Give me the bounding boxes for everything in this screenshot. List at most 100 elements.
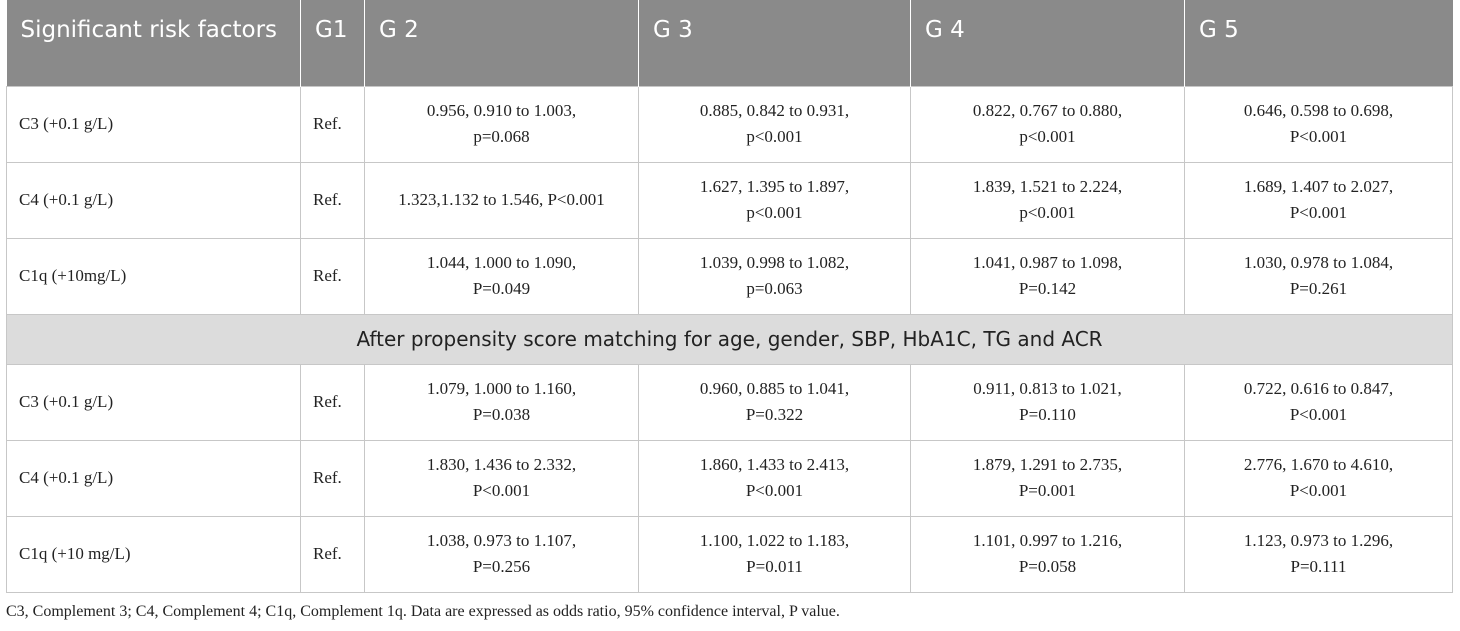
g4-cell: 0.822, 0.767 to 0.880, p<0.001 bbox=[910, 85, 1185, 163]
g1-cell: Ref. bbox=[300, 237, 365, 315]
g4-cell: 1.041, 0.987 to 1.098, P=0.142 bbox=[910, 237, 1185, 315]
g3-cell-line: P=0.011 bbox=[746, 557, 803, 576]
g2-cell-line: p=0.068 bbox=[473, 127, 530, 146]
g5-cell-line: 1.689, 1.407 to 2.027, bbox=[1243, 177, 1394, 196]
g5-cell: 0.646, 0.598 to 0.698, P<0.001 bbox=[1184, 85, 1453, 163]
table-row: C3 (+0.1 g/L) Ref. 0.956, 0.910 to 1.003, p… bbox=[6, 85, 1453, 163]
g3-cell-line: 1.627, 1.395 to 1.897, bbox=[699, 177, 850, 196]
g2-cell: 1.830, 1.436 to 2.332, P<0.001 bbox=[364, 439, 639, 517]
g3-cell: 0.885, 0.842 to 0.931, p<0.001 bbox=[638, 85, 911, 163]
table-row: C3 (+0.1 g/L) Ref. 1.079, 1.000 to 1.160, P… bbox=[6, 363, 1453, 441]
g5-cell: 1.689, 1.407 to 2.027, P<0.001 bbox=[1184, 161, 1453, 239]
g3-cell-line: p=0.063 bbox=[746, 279, 803, 298]
g3-cell: 1.100, 1.022 to 1.183, P=0.011 bbox=[638, 515, 911, 593]
table-container: Significant risk factors G1 G 2 G 3 G 4 … bbox=[6, 0, 1453, 593]
g5-cell-line: P=0.111 bbox=[1290, 557, 1347, 576]
header-g3: G 3 bbox=[638, 0, 911, 86]
g4-cell-line: p<0.001 bbox=[1019, 127, 1076, 146]
g4-cell: 1.879, 1.291 to 2.735, P=0.001 bbox=[910, 439, 1185, 517]
section-label: After propensity score matching for age,… bbox=[6, 313, 1453, 365]
g4-cell: 0.911, 0.813 to 1.021, P=0.110 bbox=[910, 363, 1185, 441]
g2-cell: 1.044, 1.000 to 1.090, P=0.049 bbox=[364, 237, 639, 315]
table-row: C4 (+0.1 g/L) Ref. 1.323,1.132 to 1.546, P… bbox=[6, 161, 1453, 239]
header-g2: G 2 bbox=[364, 0, 639, 86]
table-body: C3 (+0.1 g/L) Ref. 0.956, 0.910 to 1.003, p… bbox=[6, 85, 1453, 593]
g5-cell-line: 2.776, 1.670 to 4.610, bbox=[1243, 455, 1394, 474]
g3-cell-line: 1.100, 1.022 to 1.183, bbox=[699, 531, 850, 550]
g3-cell: 1.860, 1.433 to 2.413, P<0.001 bbox=[638, 439, 911, 517]
g2-cell-line: 1.038, 0.973 to 1.107, bbox=[426, 531, 577, 550]
g3-cell-line: P<0.001 bbox=[745, 481, 804, 500]
g5-cell-line: 0.722, 0.616 to 0.847, bbox=[1243, 379, 1394, 398]
g2-cell-line: 1.044, 1.000 to 1.090, bbox=[426, 253, 577, 272]
g4-cell-line: P=0.058 bbox=[1018, 557, 1077, 576]
g5-cell: 0.722, 0.616 to 0.847, P<0.001 bbox=[1184, 363, 1453, 441]
g3-cell-line: 0.960, 0.885 to 1.041, bbox=[699, 379, 850, 398]
g3-cell: 0.960, 0.885 to 1.041, P=0.322 bbox=[638, 363, 911, 441]
g5-cell: 1.030, 0.978 to 1.084, P=0.261 bbox=[1184, 237, 1453, 315]
g3-cell-line: P=0.322 bbox=[745, 405, 804, 424]
g4-cell-line: 1.101, 0.997 to 1.216, bbox=[972, 531, 1123, 550]
table-footnote: C3, Complement 3; C4, Complement 4; C1q,… bbox=[6, 603, 840, 620]
risk-factor-cell: C1q (+10 mg/L) bbox=[6, 515, 301, 593]
g5-cell-line: 0.646, 0.598 to 0.698, bbox=[1243, 101, 1394, 120]
g2-cell-line: 1.079, 1.000 to 1.160, bbox=[426, 379, 577, 398]
g4-cell-line: 1.879, 1.291 to 2.735, bbox=[972, 455, 1123, 474]
g1-cell: Ref. bbox=[300, 439, 365, 517]
g1-cell: Ref. bbox=[300, 161, 365, 239]
g2-cell: 0.956, 0.910 to 1.003, p=0.068 bbox=[364, 85, 639, 163]
g5-cell-line: P<0.001 bbox=[1289, 481, 1348, 500]
g2-cell-line: 1.323,1.132 to 1.546, P<0.001 bbox=[398, 190, 605, 209]
g3-cell-line: 0.885, 0.842 to 0.931, bbox=[699, 101, 850, 120]
risk-factor-cell: C1q (+10mg/L) bbox=[6, 237, 301, 315]
g2-cell: 1.079, 1.000 to 1.160, P=0.038 bbox=[364, 363, 639, 441]
g1-cell: Ref. bbox=[300, 515, 365, 593]
g2-cell: 1.323,1.132 to 1.546, P<0.001 bbox=[364, 161, 639, 239]
g3-cell: 1.627, 1.395 to 1.897, p<0.001 bbox=[638, 161, 911, 239]
g3-cell: 1.039, 0.998 to 1.082, p=0.063 bbox=[638, 237, 911, 315]
header-g5: G 5 bbox=[1184, 0, 1453, 86]
header-g4: G 4 bbox=[910, 0, 1185, 86]
table-header: Significant risk factors G1 G 2 G 3 G 4 … bbox=[6, 0, 1453, 86]
risk-factor-cell: C4 (+0.1 g/L) bbox=[6, 161, 301, 239]
g2-cell-line: P=0.049 bbox=[472, 279, 531, 298]
g2-cell-line: P<0.001 bbox=[472, 481, 531, 500]
g5-cell: 2.776, 1.670 to 4.610, P<0.001 bbox=[1184, 439, 1453, 517]
g4-cell: 1.101, 0.997 to 1.216, P=0.058 bbox=[910, 515, 1185, 593]
g2-cell-line: 0.956, 0.910 to 1.003, bbox=[426, 101, 577, 120]
g5-cell: 1.123, 0.973 to 1.296, P=0.111 bbox=[1184, 515, 1453, 593]
g5-cell-line: 1.030, 0.978 to 1.084, bbox=[1243, 253, 1394, 272]
g5-cell-line: P<0.001 bbox=[1289, 203, 1348, 222]
g5-cell-line: 1.123, 0.973 to 1.296, bbox=[1243, 531, 1394, 550]
g4-cell-line: 1.839, 1.521 to 2.224, bbox=[972, 177, 1123, 196]
g3-cell-line: 1.860, 1.433 to 2.413, bbox=[699, 455, 850, 474]
g4-cell-line: P=0.110 bbox=[1019, 405, 1076, 424]
header-row: Significant risk factors G1 G 2 G 3 G 4 … bbox=[6, 0, 1453, 86]
g2-cell-line: 1.830, 1.436 to 2.332, bbox=[426, 455, 577, 474]
header-risk-factors: Significant risk factors bbox=[6, 0, 301, 86]
risk-factor-cell: C3 (+0.1 g/L) bbox=[6, 363, 301, 441]
g3-cell-line: p<0.001 bbox=[746, 203, 803, 222]
g4-cell-line: 0.822, 0.767 to 0.880, bbox=[972, 101, 1123, 120]
g4-cell-line: P=0.142 bbox=[1018, 279, 1077, 298]
risk-factor-cell: C3 (+0.1 g/L) bbox=[6, 85, 301, 163]
table-row: C4 (+0.1 g/L) Ref. 1.830, 1.436 to 2.332, P… bbox=[6, 439, 1453, 517]
g4-cell-line: p<0.001 bbox=[1019, 203, 1076, 222]
g5-cell-line: P<0.001 bbox=[1289, 127, 1348, 146]
g4-cell: 1.839, 1.521 to 2.224, p<0.001 bbox=[910, 161, 1185, 239]
g2-cell-line: P=0.256 bbox=[472, 557, 531, 576]
g1-cell: Ref. bbox=[300, 363, 365, 441]
g3-cell-line: 1.039, 0.998 to 1.082, bbox=[699, 253, 850, 272]
g2-cell-line: P=0.038 bbox=[472, 405, 531, 424]
header-g1: G1 bbox=[300, 0, 365, 86]
g5-cell-line: P<0.001 bbox=[1289, 405, 1348, 424]
table-row: C1q (+10mg/L) Ref. 1.044, 1.000 to 1.090, P… bbox=[6, 237, 1453, 315]
risk-factor-table: Significant risk factors G1 G 2 G 3 G 4 … bbox=[6, 0, 1453, 593]
section-row: After propensity score matching for age,… bbox=[6, 313, 1453, 365]
g3-cell-line: p<0.001 bbox=[746, 127, 803, 146]
g4-cell-line: P=0.001 bbox=[1018, 481, 1077, 500]
g4-cell-line: 0.911, 0.813 to 1.021, bbox=[973, 379, 1122, 398]
table-row: C1q (+10 mg/L) Ref. 1.038, 0.973 to 1.107,… bbox=[6, 515, 1453, 593]
g1-cell: Ref. bbox=[300, 85, 365, 163]
g5-cell-line: P=0.261 bbox=[1289, 279, 1348, 298]
